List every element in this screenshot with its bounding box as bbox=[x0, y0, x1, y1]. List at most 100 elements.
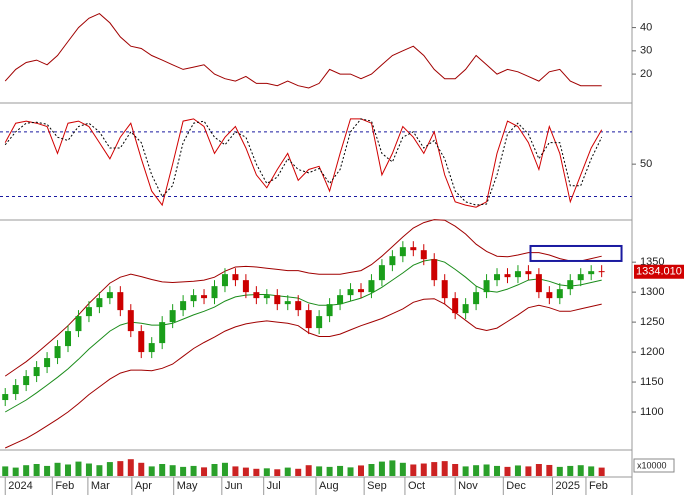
series-line bbox=[4, 219, 602, 377]
volume-bar bbox=[127, 459, 134, 476]
candle-body bbox=[567, 280, 574, 290]
x-tick-label: Sep bbox=[367, 480, 387, 492]
candle-body bbox=[556, 289, 563, 299]
volume-bar bbox=[305, 465, 312, 476]
candle-body bbox=[75, 316, 82, 332]
volume-bar bbox=[148, 466, 155, 476]
candle-body bbox=[190, 295, 197, 302]
y-tick-label: 50 bbox=[640, 158, 652, 170]
candle-body bbox=[221, 274, 228, 287]
candle-body bbox=[12, 385, 19, 395]
candle-body bbox=[33, 367, 40, 377]
candle-body bbox=[347, 289, 354, 296]
candle-body bbox=[180, 301, 187, 311]
x-tick-label: 2024 bbox=[8, 480, 32, 492]
candle-body bbox=[431, 259, 438, 281]
y-tick-label: 30 bbox=[640, 45, 652, 57]
volume-bar bbox=[598, 467, 605, 476]
volume-bar bbox=[525, 466, 532, 476]
volume-bar bbox=[2, 466, 9, 476]
candle-body bbox=[284, 301, 291, 305]
candle-body bbox=[305, 310, 312, 329]
series-line bbox=[4, 118, 603, 208]
candle-body bbox=[378, 265, 385, 281]
candle-body bbox=[389, 256, 396, 266]
unit-label: x10000 bbox=[637, 460, 667, 470]
candle-body bbox=[295, 301, 302, 311]
volume-bar bbox=[420, 463, 427, 476]
volume-bar bbox=[12, 467, 19, 476]
volume-bar bbox=[211, 464, 218, 476]
candle-body bbox=[65, 331, 72, 347]
y-tick-label: 20 bbox=[640, 68, 652, 80]
x-tick-label: Nov bbox=[458, 480, 478, 492]
x-tick-label: Feb bbox=[55, 480, 74, 492]
x-tick-label: Jun bbox=[225, 480, 243, 492]
candle-body bbox=[399, 247, 406, 257]
candle-body bbox=[494, 274, 501, 281]
volume-bar bbox=[221, 462, 228, 476]
candle-body bbox=[169, 310, 176, 323]
candle-body bbox=[96, 298, 103, 308]
candle-body bbox=[85, 307, 92, 317]
volume-bar bbox=[494, 465, 501, 476]
candle-body bbox=[337, 295, 344, 305]
candle-body bbox=[546, 292, 553, 299]
volume-bar bbox=[389, 460, 396, 476]
volume-bar bbox=[368, 464, 375, 476]
volume-bar bbox=[263, 468, 270, 476]
volume-bar bbox=[295, 468, 302, 476]
y-tick-label: 1100 bbox=[640, 406, 664, 418]
volume-bar bbox=[96, 465, 103, 476]
volume-bar bbox=[33, 464, 40, 476]
volume-bar bbox=[431, 462, 438, 476]
volume-bar bbox=[253, 468, 260, 476]
x-tick-label: Dec bbox=[506, 480, 526, 492]
volume-bar bbox=[357, 465, 364, 476]
candle-body bbox=[588, 271, 595, 275]
candle-body bbox=[420, 250, 427, 260]
volume-bar bbox=[284, 467, 291, 476]
candle-body bbox=[232, 274, 239, 281]
candle-body bbox=[117, 292, 124, 311]
volume-bar bbox=[190, 465, 197, 476]
candle-body bbox=[598, 271, 605, 273]
y-tick-label: 1200 bbox=[640, 346, 664, 358]
volume-bar bbox=[65, 464, 72, 476]
volume-bar bbox=[337, 465, 344, 476]
y-tick-label: 40 bbox=[640, 21, 652, 33]
x-tick-label: May bbox=[177, 480, 198, 492]
volume-bar bbox=[23, 465, 30, 476]
y-tick-label: 1300 bbox=[640, 286, 664, 298]
volume-bar bbox=[441, 461, 448, 476]
candle-body bbox=[577, 274, 584, 281]
candle-body bbox=[525, 271, 532, 275]
x-tick-label: Oct bbox=[408, 480, 425, 492]
candle-body bbox=[410, 247, 417, 251]
candle-body bbox=[23, 376, 30, 386]
candle-body bbox=[535, 274, 542, 293]
volume-bar bbox=[75, 461, 82, 476]
series-line bbox=[4, 298, 602, 449]
volume-bar bbox=[316, 466, 323, 476]
candle-body bbox=[504, 274, 511, 278]
volume-bar bbox=[452, 464, 459, 476]
x-tick-label: Aug bbox=[319, 480, 339, 492]
volume-bar bbox=[399, 462, 406, 476]
price-label: 1334.010 bbox=[636, 266, 682, 278]
volume-bar bbox=[567, 465, 574, 476]
volume-bar bbox=[169, 465, 176, 476]
candle-body bbox=[514, 271, 521, 278]
series-line bbox=[4, 258, 602, 413]
volume-bar bbox=[180, 466, 187, 476]
candle-body bbox=[253, 292, 260, 299]
x-tick-label: Jul bbox=[267, 480, 281, 492]
volume-bar bbox=[85, 463, 92, 476]
volume-bar bbox=[242, 467, 249, 476]
volume-bar bbox=[159, 464, 166, 476]
volume-bar bbox=[138, 462, 145, 476]
volume-bar bbox=[232, 466, 239, 476]
candle-body bbox=[106, 292, 113, 299]
candle-body bbox=[483, 280, 490, 293]
unit-box bbox=[633, 458, 675, 473]
